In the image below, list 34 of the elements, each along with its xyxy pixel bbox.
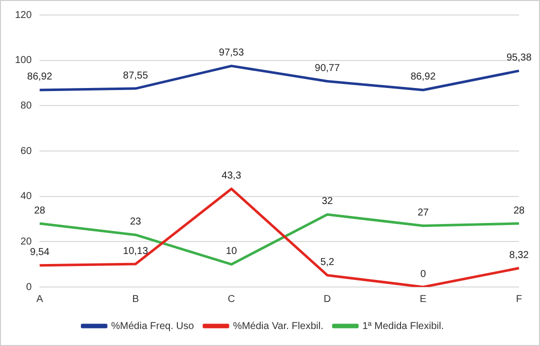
x-tick-label: E	[420, 294, 427, 305]
data-label: 27	[418, 208, 430, 219]
data-label: 97,53	[218, 48, 244, 59]
data-label: 87,55	[123, 70, 148, 82]
data-label: 86,92	[410, 72, 436, 83]
x-tick-label: F	[516, 294, 522, 305]
data-label: 86,92	[27, 72, 53, 83]
legend-label: %Média Var. Flexbil.	[232, 320, 324, 332]
data-label: 5,2	[320, 256, 335, 268]
y-tick-label: 100	[14, 55, 32, 66]
data-label: 28	[34, 205, 46, 216]
legend-label: 1ª Medida Flexibil.	[362, 320, 444, 332]
data-label: 0	[420, 268, 426, 280]
data-label: 28	[513, 205, 525, 216]
data-label: 90,77	[314, 63, 340, 74]
x-tick-label: B	[132, 294, 140, 305]
y-tick-label: 80	[20, 100, 32, 112]
x-tick-label: D	[324, 294, 331, 305]
x-tick-label: C	[228, 294, 236, 305]
legend-label: %Média Freq. Uso	[111, 320, 194, 332]
data-label: 10	[226, 246, 238, 258]
data-label: 10,13	[123, 246, 148, 257]
x-tick-label: A	[36, 294, 44, 305]
y-tick-label: 20	[20, 236, 32, 248]
data-label: 43,3	[222, 170, 242, 182]
y-tick-label: 120	[14, 10, 32, 21]
y-tick-label: 0	[26, 282, 32, 293]
data-label: 9,54	[30, 247, 50, 258]
data-label: 95,38	[506, 52, 532, 64]
y-tick-label: 40	[20, 191, 32, 202]
data-label: 23	[130, 216, 142, 228]
data-label: 32	[322, 196, 334, 208]
y-tick-label: 60	[20, 146, 32, 157]
data-label: 8,32	[509, 250, 530, 261]
